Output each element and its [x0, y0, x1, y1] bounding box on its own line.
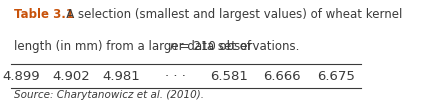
Text: Source: Charytanowicz et al. (2010).: Source: Charytanowicz et al. (2010). — [14, 90, 204, 100]
Text: Table 3.1: Table 3.1 — [14, 8, 74, 21]
Text: 6.581: 6.581 — [209, 70, 247, 83]
Text: 6.675: 6.675 — [316, 70, 354, 83]
Text: 4.902: 4.902 — [52, 70, 90, 83]
Text: 4.981: 4.981 — [102, 70, 140, 83]
Text: length (in mm) from a larger data set of: length (in mm) from a larger data set of — [14, 40, 254, 53]
Text: 6.666: 6.666 — [263, 70, 300, 83]
Text: 4.899: 4.899 — [3, 70, 40, 83]
Text: · · ·: · · · — [164, 70, 185, 83]
Text: A selection (smallest and largest values) of wheat kernel: A selection (smallest and largest values… — [55, 8, 402, 21]
Text: = 210 observations.: = 210 observations. — [176, 40, 299, 53]
Text: n: n — [169, 40, 177, 53]
